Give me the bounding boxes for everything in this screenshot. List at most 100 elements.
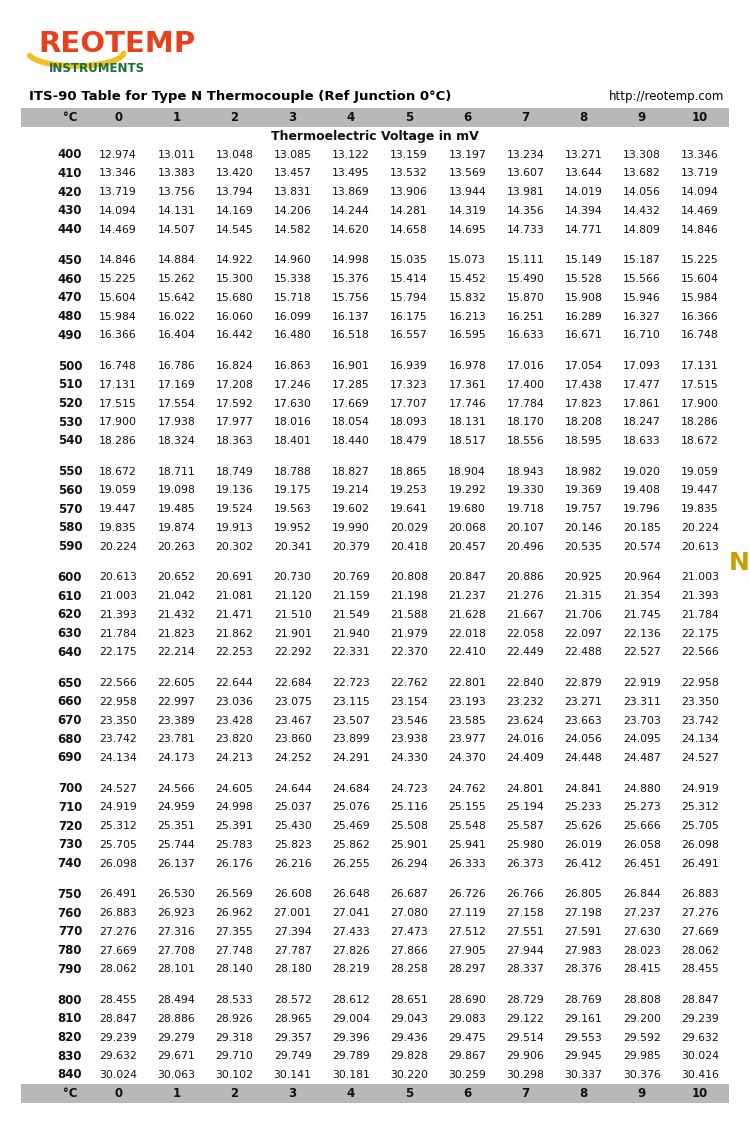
Text: 21.823: 21.823 [158, 629, 195, 639]
Text: 16.939: 16.939 [390, 361, 427, 371]
Text: 27.276: 27.276 [681, 908, 718, 918]
Text: 23.350: 23.350 [99, 716, 137, 726]
Text: 26.687: 26.687 [390, 890, 427, 900]
Text: 19.952: 19.952 [274, 523, 311, 533]
Text: 800: 800 [58, 993, 82, 1007]
Text: 15.794: 15.794 [390, 292, 427, 303]
Text: 16.327: 16.327 [622, 312, 661, 322]
Text: 26.058: 26.058 [622, 840, 661, 849]
Text: 13.420: 13.420 [215, 169, 254, 179]
Text: 7: 7 [521, 111, 530, 124]
Text: 20.613: 20.613 [99, 573, 137, 583]
Text: 19.059: 19.059 [99, 486, 137, 495]
Text: 15.338: 15.338 [274, 274, 311, 285]
Text: 19.796: 19.796 [622, 504, 661, 514]
Text: 27.041: 27.041 [332, 908, 370, 918]
Text: 21.979: 21.979 [390, 629, 427, 639]
Text: 15.604: 15.604 [681, 274, 718, 285]
Text: 24.644: 24.644 [274, 784, 311, 794]
Text: 30.102: 30.102 [215, 1070, 254, 1080]
Text: 28.612: 28.612 [332, 996, 370, 1005]
Text: 14.206: 14.206 [274, 206, 311, 216]
Text: 23.467: 23.467 [274, 716, 311, 726]
Text: 14.884: 14.884 [158, 255, 195, 266]
Text: 15.680: 15.680 [215, 292, 254, 303]
Text: 610: 610 [58, 590, 82, 603]
Text: 28.533: 28.533 [215, 996, 254, 1005]
Text: 26.805: 26.805 [565, 890, 602, 900]
Text: 15.756: 15.756 [332, 292, 370, 303]
Text: 17.054: 17.054 [565, 361, 602, 371]
Text: 13.906: 13.906 [390, 187, 428, 197]
Text: 17.400: 17.400 [506, 380, 544, 389]
Text: 16.824: 16.824 [215, 361, 254, 371]
Text: 27.866: 27.866 [390, 946, 427, 955]
Text: 22.331: 22.331 [332, 647, 370, 657]
Text: 2: 2 [230, 1087, 238, 1100]
Text: 16.213: 16.213 [448, 312, 486, 322]
Text: 26.962: 26.962 [215, 908, 254, 918]
Text: 26.412: 26.412 [565, 858, 602, 868]
Text: 20.302: 20.302 [215, 541, 254, 551]
Text: 14.695: 14.695 [448, 225, 486, 235]
Text: 13.756: 13.756 [158, 187, 195, 197]
Text: 16.251: 16.251 [506, 312, 544, 322]
Text: 830: 830 [58, 1050, 82, 1063]
Text: 15.414: 15.414 [390, 274, 427, 285]
Text: 21.588: 21.588 [390, 610, 427, 620]
Text: 22.723: 22.723 [332, 678, 370, 688]
Text: 23.703: 23.703 [622, 716, 661, 726]
Text: 21.901: 21.901 [274, 629, 311, 639]
Text: 16.978: 16.978 [448, 361, 486, 371]
Text: 21.471: 21.471 [215, 610, 254, 620]
Text: 14.094: 14.094 [681, 187, 718, 197]
Text: 22.958: 22.958 [681, 678, 718, 688]
Text: 25.312: 25.312 [99, 821, 137, 831]
Text: 28.376: 28.376 [565, 964, 602, 974]
Text: 8: 8 [580, 1087, 588, 1100]
Text: 19.718: 19.718 [506, 504, 544, 514]
Text: 20.457: 20.457 [448, 541, 486, 551]
Text: 16.442: 16.442 [215, 331, 254, 340]
Text: 14.771: 14.771 [565, 225, 602, 235]
Text: 23.742: 23.742 [99, 735, 137, 745]
Text: 27.119: 27.119 [448, 908, 486, 918]
Text: 25.508: 25.508 [390, 821, 428, 831]
Text: 20.886: 20.886 [506, 573, 544, 583]
Text: 13.569: 13.569 [448, 169, 486, 179]
Text: 18.016: 18.016 [274, 417, 311, 428]
Text: 16.480: 16.480 [274, 331, 311, 340]
Text: 21.315: 21.315 [565, 591, 602, 601]
Text: 560: 560 [58, 484, 82, 497]
Text: 28.062: 28.062 [681, 946, 718, 955]
Text: 29.867: 29.867 [448, 1051, 486, 1061]
Text: http://reotemp.com: http://reotemp.com [609, 90, 724, 104]
Text: 18.788: 18.788 [274, 467, 311, 477]
Text: 19.292: 19.292 [448, 486, 486, 495]
Text: 25.233: 25.233 [565, 802, 602, 812]
Text: 16.901: 16.901 [332, 361, 370, 371]
Text: 26.530: 26.530 [158, 890, 195, 900]
Text: 25.705: 25.705 [99, 840, 137, 849]
Text: 15.832: 15.832 [448, 292, 486, 303]
Text: 14.469: 14.469 [99, 225, 137, 235]
Text: 20.613: 20.613 [681, 541, 718, 551]
Text: 20.652: 20.652 [158, 573, 195, 583]
Text: 14.356: 14.356 [506, 206, 544, 216]
Text: 580: 580 [58, 521, 82, 534]
Text: 29.985: 29.985 [622, 1051, 661, 1061]
Text: 21.510: 21.510 [274, 610, 311, 620]
Text: 15.187: 15.187 [622, 255, 661, 266]
Text: 17.977: 17.977 [215, 417, 254, 428]
Text: 21.276: 21.276 [506, 591, 544, 601]
Text: 29.906: 29.906 [506, 1051, 544, 1061]
Text: INSTRUMENTS: INSTRUMENTS [49, 62, 146, 75]
Text: 23.075: 23.075 [274, 696, 311, 706]
Text: 16.022: 16.022 [158, 312, 195, 322]
Text: 24.252: 24.252 [274, 753, 311, 763]
Text: 27.630: 27.630 [622, 927, 661, 937]
Text: 27.316: 27.316 [158, 927, 195, 937]
Text: 25.037: 25.037 [274, 802, 311, 812]
Text: 23.036: 23.036 [215, 696, 254, 706]
Text: 24.566: 24.566 [158, 784, 195, 794]
